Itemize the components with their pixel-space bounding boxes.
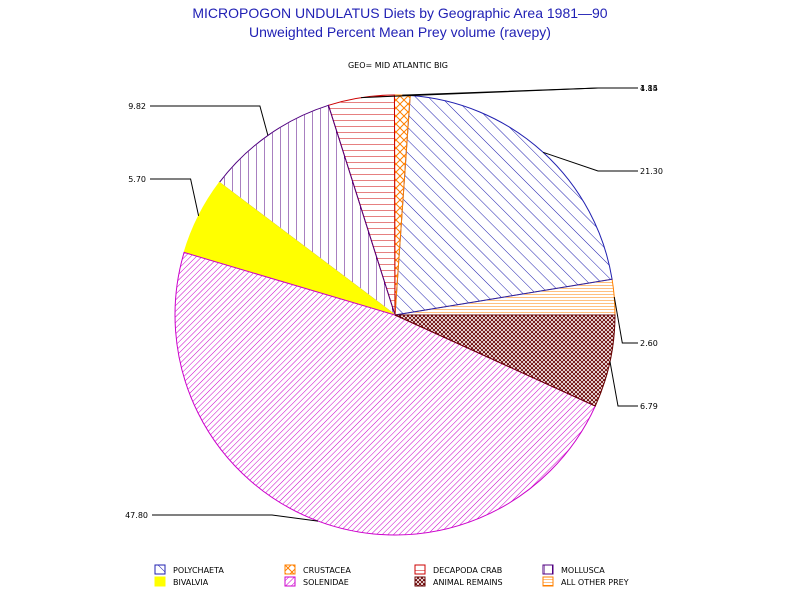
value-label-crustacea: 1.14 (640, 84, 658, 93)
leader-line-decapoda-crab (361, 87, 638, 99)
slice-solenidae (174, 251, 596, 536)
value-label-all-other-prey: 2.60 (640, 339, 658, 348)
legend-label-all-other-prey: ALL OTHER PREY (561, 578, 629, 587)
slice-animal-remains (394, 314, 616, 407)
leader-line-polychaeta (542, 151, 638, 172)
pie-slices (174, 94, 616, 536)
legend-swatch-bivalvia (154, 576, 166, 587)
value-label-polychaeta: 21.30 (640, 167, 663, 176)
leader-line-solenidae (152, 514, 319, 522)
chart-title: MICROPOGON UNDULATUS Diets by Geographic… (192, 5, 607, 21)
legend-label-crustacea: CRUSTACEA (303, 566, 351, 575)
leader-line-all-other-prey (613, 297, 638, 344)
leader-line-animal-remains (609, 361, 638, 407)
value-label-decapoda-crab: 4.85 (640, 84, 658, 93)
legend-swatch-all-other-prey (542, 576, 554, 587)
legend-swatch-polychaeta (154, 564, 166, 575)
leader-line-mollusca (150, 105, 269, 136)
legend-swatch-solenidae (284, 576, 296, 587)
legend-label-polychaeta: POLYCHAETA (173, 566, 224, 575)
legend: POLYCHAETA CRUSTACEA DECAPODA CRAB MOLLUSCA… (154, 564, 629, 587)
legend-swatch-mollusca (542, 564, 554, 575)
legend-label-solenidae: SOLENIDAE (303, 578, 349, 587)
slice-polychaeta (394, 94, 613, 316)
group-label: GEO= MID ATLANTIC BIG (348, 61, 448, 70)
slice-mollusca (218, 104, 396, 317)
value-label-bivalvia: 5.70 (128, 175, 146, 184)
value-label-solenidae: 47.80 (125, 511, 148, 520)
value-label-mollusca: 9.82 (128, 102, 146, 111)
value-label-animal-remains: 6.79 (640, 402, 658, 411)
legend-label-mollusca: MOLLUSCA (561, 566, 605, 575)
pie-labels: 2.60 21.30 1.144.85 9.82 5.70 47.80 6.79 (125, 84, 663, 522)
legend-swatch-decapoda-crab (414, 564, 426, 575)
legend-label-animal-remains: ANIMAL REMAINS (433, 578, 503, 587)
legend-label-decapoda-crab: DECAPODA CRAB (433, 566, 502, 575)
leader-line-bivalvia (150, 178, 200, 217)
legend-swatch-animal-remains (414, 576, 426, 587)
chart-subtitle: Unweighted Percent Mean Prey volume (rav… (249, 24, 551, 40)
legend-label-bivalvia: BIVALVIA (173, 578, 209, 587)
legend-swatch-crustacea (284, 564, 296, 575)
